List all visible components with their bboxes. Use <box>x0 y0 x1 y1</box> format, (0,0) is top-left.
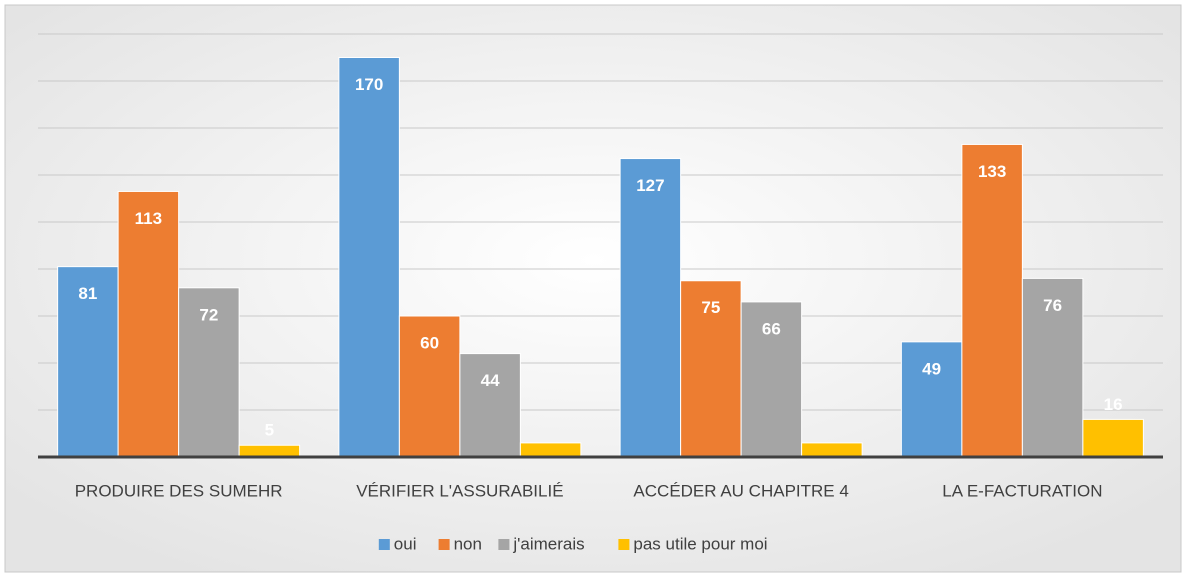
legend-swatch <box>498 539 510 550</box>
bar <box>1082 418 1144 458</box>
bar <box>900 341 963 458</box>
bar <box>57 266 119 458</box>
bar <box>1021 277 1084 458</box>
data-label: 72 <box>199 305 218 324</box>
data-label: 133 <box>978 162 1006 181</box>
bar <box>398 315 461 458</box>
x-tick-label: ACCÉDER AU CHAPITRE 4 <box>633 481 848 500</box>
data-label: 76 <box>1043 296 1062 315</box>
data-label: 66 <box>762 319 781 338</box>
data-label: 127 <box>636 176 664 195</box>
x-tick-label: VÉRIFIER L'ASSURABILIÉ <box>356 481 563 500</box>
data-label: 5 <box>265 421 274 440</box>
bar <box>117 190 180 458</box>
data-label: 170 <box>355 75 383 94</box>
data-label: 49 <box>922 359 941 378</box>
data-label: 16 <box>1104 395 1123 414</box>
legend-label: j'aimerais <box>512 534 584 553</box>
data-label: 44 <box>481 371 500 390</box>
data-label: 113 <box>135 209 162 228</box>
data-label: 81 <box>78 284 97 303</box>
legend-swatch <box>378 539 390 550</box>
bar <box>459 353 521 458</box>
bar <box>338 57 400 458</box>
data-label: 60 <box>420 333 439 352</box>
legend-label: pas utile pour moi <box>633 534 767 553</box>
bar <box>740 301 803 458</box>
bar <box>680 280 742 458</box>
bar <box>801 442 863 458</box>
x-tick-label: PRODUIRE DES SUMEHR <box>75 481 283 500</box>
x-tick-label: LA E-FACTURATION <box>942 481 1102 500</box>
data-label: 75 <box>701 298 720 317</box>
bar <box>619 158 682 458</box>
legend-swatch <box>438 539 450 550</box>
bar <box>961 143 1023 458</box>
legend-label: non <box>454 534 482 553</box>
legend-label: oui <box>394 534 417 553</box>
bar <box>238 444 301 458</box>
legend-swatch <box>618 539 630 550</box>
bar <box>519 442 582 458</box>
